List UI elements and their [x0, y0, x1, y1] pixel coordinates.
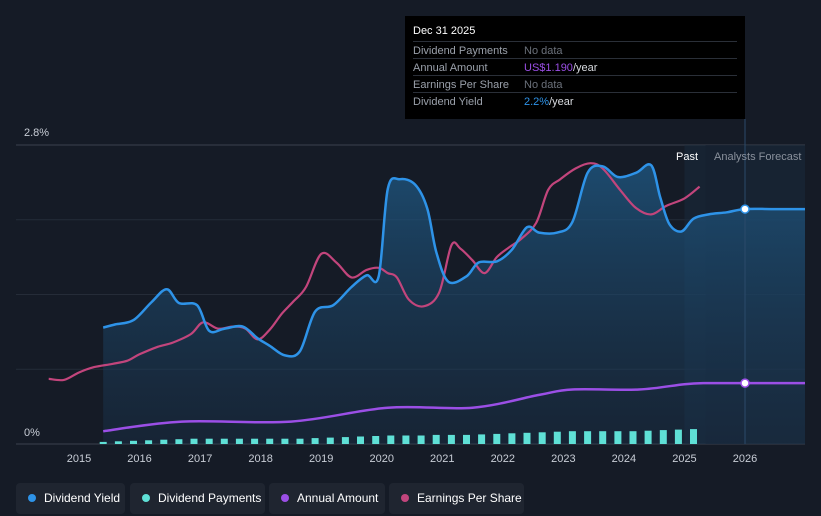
- dividend-payment-bar: [266, 438, 274, 444]
- legend-dot-icon: [28, 494, 36, 502]
- dividend-payment-bar: [357, 436, 364, 444]
- x-tick-label: 2023: [551, 453, 575, 465]
- x-axis-ticks: 2015 2016 2017 2018 2019 2020 2021 2022 2023 2024…: [67, 453, 757, 465]
- dividend-payment-bar: [311, 438, 319, 444]
- dividend-payment-bar: [690, 429, 697, 444]
- legend-item-earnings-per-share[interactable]: Earnings Per Share: [389, 483, 524, 514]
- dividend-payment-bar: [629, 431, 637, 444]
- legend-label: Dividend Payments: [158, 491, 262, 505]
- dividend-payment-bar: [508, 433, 516, 444]
- tooltip-value: No data: [524, 45, 563, 57]
- y-axis-top-label: 2.8%: [24, 127, 49, 139]
- dividend-payment-bar: [235, 438, 243, 444]
- legend-label: Dividend Yield: [44, 491, 121, 505]
- dividend-payment-bar: [251, 438, 259, 444]
- earnings-per-share-line: [48, 162, 701, 382]
- dividend-payment-bar: [205, 438, 213, 444]
- tooltip-value-suffix: /year: [572, 62, 598, 74]
- dividend-payment-bar: [417, 435, 425, 444]
- dividend-payment-bar: [523, 432, 531, 444]
- y-axis-bottom-label: 0%: [24, 427, 40, 439]
- legend-label: Annual Amount: [297, 491, 379, 505]
- x-tick-label: 2019: [309, 453, 333, 465]
- tooltip-value: US$1.190/year: [524, 62, 597, 74]
- dividend-payment-bar: [326, 437, 334, 444]
- dividend-payment-bar: [674, 429, 682, 444]
- x-tick-label: 2025: [672, 453, 696, 465]
- dividend-payment-bar: [220, 438, 228, 444]
- tooltip: Dec 31 2025 Dividend Payments No data An…: [405, 16, 745, 119]
- dividend-payment-bar: [372, 436, 380, 444]
- tooltip-label: Earnings Per Share: [413, 79, 509, 91]
- tooltip-label: Annual Amount: [413, 62, 488, 74]
- tooltip-value-main: No data: [524, 79, 563, 91]
- forecast-label: Analysts Forecast: [714, 151, 801, 163]
- x-tick-label: 2020: [369, 453, 393, 465]
- dividend-payment-bar: [659, 430, 667, 444]
- dividend-payment-bar: [114, 441, 122, 444]
- dividend-payment-bar: [402, 435, 410, 444]
- legend-dot-icon: [401, 494, 409, 502]
- dividend-payment-bar: [644, 430, 652, 444]
- dividend-payment-bar: [493, 433, 501, 444]
- dividend-payment-bar: [281, 438, 289, 444]
- x-tick-label: 2021: [430, 453, 454, 465]
- x-tick-label: 2017: [188, 453, 212, 465]
- tooltip-value: 2.2%/year: [524, 96, 574, 108]
- x-tick-label: 2018: [248, 453, 272, 465]
- dividend-payment-bar: [538, 432, 546, 444]
- dividend-yield-line: [102, 163, 805, 358]
- tooltip-value-main: No data: [524, 45, 563, 57]
- dividend-payment-bar: [463, 434, 470, 444]
- x-tick-label: 2024: [612, 453, 636, 465]
- annual-amount-line: [103, 381, 805, 433]
- dividend-payment-bar: [568, 431, 576, 444]
- marker-dot: [740, 204, 750, 214]
- legend-item-dividend-payments[interactable]: Dividend Payments: [130, 483, 265, 514]
- dividend-payment-bar: [584, 431, 592, 444]
- dividend-payment-bar: [99, 441, 107, 444]
- tooltip-row-earnings-per-share: Earnings Per Share No data: [413, 75, 737, 93]
- tooltip-value-main: 2.2%: [524, 96, 550, 108]
- legend-dot-icon: [281, 494, 289, 502]
- x-tick-label: 2015: [67, 453, 91, 465]
- x-tick-label: 2016: [127, 453, 151, 465]
- dividend-payment-bar: [160, 439, 168, 444]
- dividend-payment-bar: [130, 440, 137, 444]
- dividend-payment-bar: [432, 434, 440, 444]
- dividend-payment-bar: [553, 431, 561, 444]
- tooltip-label: Dividend Payments: [413, 45, 508, 57]
- dividend-payment-bar: [599, 431, 607, 444]
- dividend-payments-bars: [99, 429, 697, 444]
- past-label: Past: [676, 151, 698, 163]
- tooltip-value: No data: [524, 79, 563, 91]
- dividend-payment-bar: [478, 434, 486, 444]
- dividend-yield-area: [103, 164, 805, 444]
- dividend-payment-bar: [190, 438, 198, 444]
- dividend-payment-bar: [145, 440, 153, 444]
- tooltip-label: Dividend Yield: [413, 96, 483, 108]
- legend-dot-icon: [142, 494, 150, 502]
- tooltip-row-dividend-yield: Dividend Yield 2.2%/year: [413, 92, 737, 110]
- legend-item-annual-amount[interactable]: Annual Amount: [269, 483, 385, 514]
- tooltip-value-suffix: /year: [549, 96, 574, 108]
- legend-item-dividend-yield[interactable]: Dividend Yield: [16, 483, 125, 514]
- tooltip-row-annual-amount: Annual Amount US$1.190/year: [413, 58, 737, 76]
- x-tick-label: 2026: [733, 453, 757, 465]
- markers: [740, 204, 750, 388]
- dividend-payment-bar: [296, 438, 304, 444]
- tooltip-title: Dec 31 2025: [413, 25, 476, 37]
- dividend-payment-bar: [341, 437, 349, 444]
- marker-dot: [740, 378, 750, 388]
- dividend-payment-bar: [387, 435, 395, 444]
- legend-label: Earnings Per Share: [417, 491, 522, 505]
- dividend-chart: 2.8% 0% Past Analysts Forecast 2015 2016 2…: [16, 119, 805, 465]
- tooltip-row-dividend-payments: Dividend Payments No data: [413, 41, 737, 59]
- dividend-payment-bar: [447, 434, 455, 444]
- dividend-payment-bar: [614, 431, 622, 444]
- dividend-payment-bar: [175, 439, 183, 444]
- x-tick-label: 2022: [491, 453, 515, 465]
- tooltip-value-main: US$1.190: [524, 62, 573, 74]
